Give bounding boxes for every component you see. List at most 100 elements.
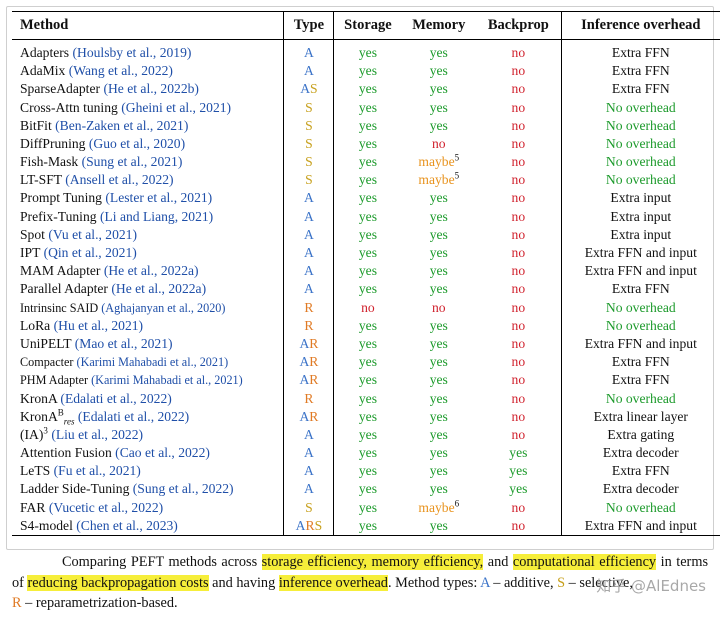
method-cell: SparseAdapter (He et al., 2022b) bbox=[12, 80, 284, 98]
inference-overhead-cell: Extra FFN bbox=[560, 39, 720, 63]
citation-link[interactable]: (He et al., 2022b) bbox=[103, 81, 199, 97]
citation-link[interactable]: (Vu et al., 2021) bbox=[48, 226, 137, 242]
storage-cell: yes bbox=[333, 116, 402, 135]
type-cell: AR bbox=[283, 371, 334, 390]
type-cell: R bbox=[283, 316, 334, 335]
storage-cell: yes bbox=[333, 389, 402, 408]
method-superscript: B bbox=[57, 407, 64, 418]
backprop-cell-value: no bbox=[511, 208, 526, 224]
method-name: Prefix-Tuning bbox=[20, 208, 97, 224]
citation-link[interactable]: (Houlsby et al., 2019) bbox=[72, 45, 192, 60]
inference-overhead-cell: Extra FFN bbox=[560, 353, 720, 372]
type-letter-r: R bbox=[304, 299, 314, 315]
citation-link[interactable]: (Li and Liang, 2021) bbox=[99, 208, 214, 224]
type-cell: A bbox=[283, 243, 334, 263]
footnote-marker[interactable]: 5 bbox=[454, 170, 460, 181]
citation-link[interactable]: (Ansell et al., 2022) bbox=[65, 172, 174, 188]
method-cell: DiffPruning (Guo et al., 2020) bbox=[12, 135, 284, 153]
backprop-cell: no bbox=[476, 117, 561, 135]
citation-link[interactable]: (He et al., 2022a) bbox=[111, 281, 207, 297]
memory-cell: yes bbox=[401, 117, 476, 135]
caption-text: and having bbox=[208, 574, 279, 591]
method-name: Fish-Mask bbox=[20, 154, 79, 170]
citation-link[interactable]: (Sung et al., 2022) bbox=[132, 481, 234, 497]
storage-cell: yes bbox=[333, 262, 402, 281]
citation-link[interactable]: (Sung et al., 2021) bbox=[81, 154, 183, 170]
citation-link[interactable]: (Vucetic et al., 2022) bbox=[48, 499, 164, 515]
type-letter-s: S bbox=[305, 172, 313, 188]
citation-link[interactable]: (Aghajanyan et al., 2020) bbox=[101, 300, 226, 315]
type-letter-a: A bbox=[303, 226, 314, 242]
footnote-marker[interactable]: 5 bbox=[454, 152, 460, 163]
citation-link[interactable]: (Lester et al., 2021) bbox=[105, 190, 213, 206]
type-cell: A bbox=[283, 189, 334, 208]
method-cell: KronABres (Edalati et al., 2022) bbox=[12, 408, 284, 426]
type-letter-a: A bbox=[299, 335, 310, 351]
storage-cell-value: yes bbox=[358, 81, 377, 97]
backprop-cell-value: no bbox=[511, 190, 526, 206]
citation-link[interactable]: (Cao et al., 2022) bbox=[115, 445, 210, 461]
storage-cell-value: yes bbox=[358, 372, 377, 388]
citation-link[interactable]: (Chen et al., 2023) bbox=[76, 517, 178, 533]
caption-text: and bbox=[483, 554, 513, 570]
inference-overhead-cell: Extra input bbox=[560, 207, 720, 226]
backprop-cell-value: no bbox=[511, 45, 526, 60]
citation-link[interactable]: (Edalati et al., 2022) bbox=[60, 390, 172, 406]
method-name: Spot bbox=[20, 226, 45, 242]
header-storage: Storage bbox=[333, 11, 402, 40]
method-name: IPT bbox=[20, 245, 41, 261]
type-cell: S bbox=[283, 153, 334, 172]
storage-cell: yes bbox=[333, 425, 402, 445]
type-letter-r: R bbox=[304, 317, 314, 333]
header-type: Type bbox=[283, 11, 334, 40]
caption-type-s: S bbox=[557, 574, 566, 591]
citation-link[interactable]: (Karimi Mahabadi et al., 2021) bbox=[91, 373, 243, 388]
storage-cell-value: yes bbox=[358, 426, 377, 442]
memory-cell-value: maybe bbox=[418, 499, 455, 515]
citation-link[interactable]: (Fu et al., 2021) bbox=[53, 463, 141, 479]
memory-cell-value: yes bbox=[429, 81, 448, 97]
citation-link[interactable]: (Edalati et al., 2022) bbox=[77, 408, 190, 424]
type-cell: S bbox=[283, 171, 334, 190]
backprop-cell: no bbox=[476, 80, 561, 98]
type-letter-r: R bbox=[309, 335, 319, 351]
citation-link[interactable]: (Gheini et al., 2021) bbox=[121, 99, 232, 115]
storage-cell: yes bbox=[333, 134, 402, 154]
memory-cell-value: yes bbox=[429, 63, 448, 79]
citation-link[interactable]: (He et al., 2022a) bbox=[103, 263, 199, 279]
inference-overhead-cell: No overhead bbox=[560, 316, 720, 335]
memory-cell-value: yes bbox=[429, 99, 448, 115]
backprop-cell-value: no bbox=[511, 63, 526, 79]
footnote-marker[interactable]: 6 bbox=[454, 498, 460, 509]
method-cell: FAR (Vucetic et al., 2022) bbox=[12, 499, 284, 517]
storage-cell: yes bbox=[333, 516, 402, 536]
type-letter-s: S bbox=[305, 135, 313, 151]
method-cell: Parallel Adapter (He et al., 2022a) bbox=[12, 280, 284, 298]
type-letter-a: A bbox=[300, 81, 311, 97]
backprop-cell: no bbox=[476, 208, 561, 226]
inference-overhead-cell: Extra decoder bbox=[560, 444, 720, 463]
memory-cell: no bbox=[401, 299, 476, 317]
storage-cell-value: yes bbox=[358, 281, 377, 297]
citation-link[interactable]: (Karimi Mahabadi et al., 2021) bbox=[76, 355, 229, 370]
citation-link[interactable]: (Ben-Zaken et al., 2021) bbox=[55, 117, 189, 133]
storage-cell-value: no bbox=[361, 299, 375, 315]
caption-text: – additive, bbox=[489, 574, 558, 591]
citation-link[interactable]: (Wang et al., 2022) bbox=[68, 63, 173, 79]
citation-link[interactable]: (Qin et al., 2021) bbox=[43, 245, 137, 261]
type-letter-a: A bbox=[303, 426, 314, 442]
type-letter-a: A bbox=[299, 372, 310, 388]
citation-link[interactable]: (Guo et al., 2020) bbox=[88, 135, 186, 151]
storage-cell: yes bbox=[333, 462, 402, 481]
method-cell: PHM Adapter (Karimi Mahabadi et al., 202… bbox=[12, 371, 284, 389]
method-name: MAM Adapter bbox=[20, 263, 101, 279]
citation-link[interactable]: (Liu et al., 2022) bbox=[51, 426, 144, 442]
storage-cell: yes bbox=[333, 316, 402, 335]
citation-link[interactable]: (Mao et al., 2021) bbox=[74, 335, 173, 351]
type-letter-r: R bbox=[304, 390, 314, 406]
citation-link[interactable]: (Hu et al., 2021) bbox=[53, 317, 144, 333]
method-name: AdaMix bbox=[20, 63, 66, 79]
memory-cell-value: yes bbox=[429, 372, 448, 388]
